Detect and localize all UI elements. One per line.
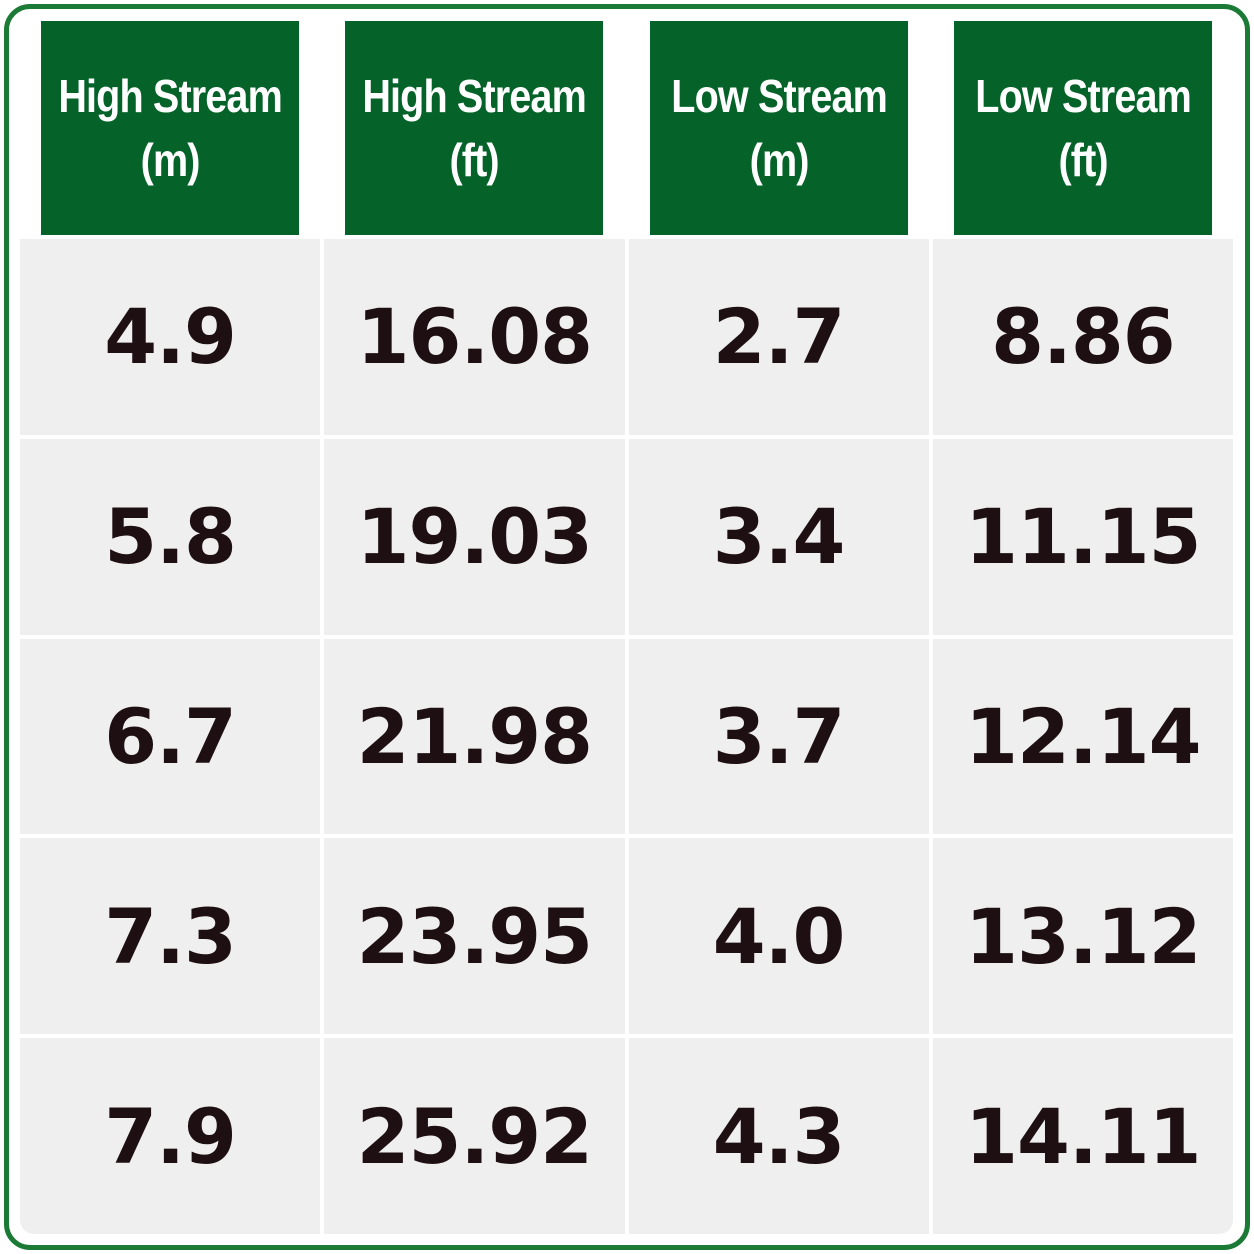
table-row: 5.8 19.03 3.4 11.15 bbox=[20, 438, 1233, 635]
table-frame: High Stream (m) High Stream (ft) Low Str… bbox=[4, 4, 1250, 1250]
column-header-high-stream-ft: High Stream (ft) bbox=[345, 21, 604, 235]
table-cell: 7.9 bbox=[20, 1038, 321, 1234]
table-row: 6.7 21.98 3.7 12.14 bbox=[20, 638, 1233, 835]
stream-data-table: High Stream (m) High Stream (ft) Low Str… bbox=[20, 21, 1233, 1234]
column-header-unit: (ft) bbox=[449, 134, 500, 186]
table-cell: 12.14 bbox=[932, 638, 1233, 835]
column-header-label: Low Stream bbox=[670, 70, 887, 122]
table-cell: 5.8 bbox=[20, 438, 321, 635]
table-cell: 19.03 bbox=[324, 438, 625, 635]
column-header-label: Low Stream bbox=[975, 70, 1191, 122]
table-cell: 8.86 bbox=[932, 239, 1233, 435]
table-cell: 3.4 bbox=[628, 438, 929, 635]
table-cell: 4.3 bbox=[628, 1038, 929, 1234]
table-row: 7.3 23.95 4.0 13.12 bbox=[20, 838, 1233, 1035]
header-row: High Stream (m) High Stream (ft) Low Str… bbox=[20, 21, 1233, 235]
table-row: 4.9 16.08 2.7 8.86 bbox=[20, 239, 1233, 435]
column-header-low-stream-ft: Low Stream (ft) bbox=[953, 21, 1212, 235]
table-cell: 4.0 bbox=[628, 838, 929, 1035]
table-cell: 23.95 bbox=[324, 838, 625, 1035]
column-header-unit: (ft) bbox=[1058, 134, 1108, 186]
column-header-low-stream-m: Low Stream (m) bbox=[649, 21, 908, 235]
column-header-unit: (m) bbox=[140, 134, 201, 186]
table-cell: 11.15 bbox=[932, 438, 1233, 635]
column-header-label: High Stream bbox=[58, 70, 282, 122]
column-header-unit: (m) bbox=[749, 134, 809, 186]
table-cell: 21.98 bbox=[324, 638, 625, 835]
column-header-label: High Stream bbox=[362, 70, 587, 122]
table-cell: 6.7 bbox=[20, 638, 321, 835]
table-cell: 14.11 bbox=[932, 1038, 1233, 1234]
table-cell: 16.08 bbox=[324, 239, 625, 435]
column-header-high-stream-m: High Stream (m) bbox=[41, 21, 300, 235]
table-cell: 3.7 bbox=[628, 638, 929, 835]
table-cell: 4.9 bbox=[20, 239, 321, 435]
table-cell: 13.12 bbox=[932, 838, 1233, 1035]
table-cell: 7.3 bbox=[20, 838, 321, 1035]
table-row: 7.9 25.92 4.3 14.11 bbox=[20, 1038, 1233, 1234]
table-cell: 25.92 bbox=[324, 1038, 625, 1234]
table-container: High Stream (m) High Stream (ft) Low Str… bbox=[20, 21, 1233, 1234]
table-cell: 2.7 bbox=[628, 239, 929, 435]
